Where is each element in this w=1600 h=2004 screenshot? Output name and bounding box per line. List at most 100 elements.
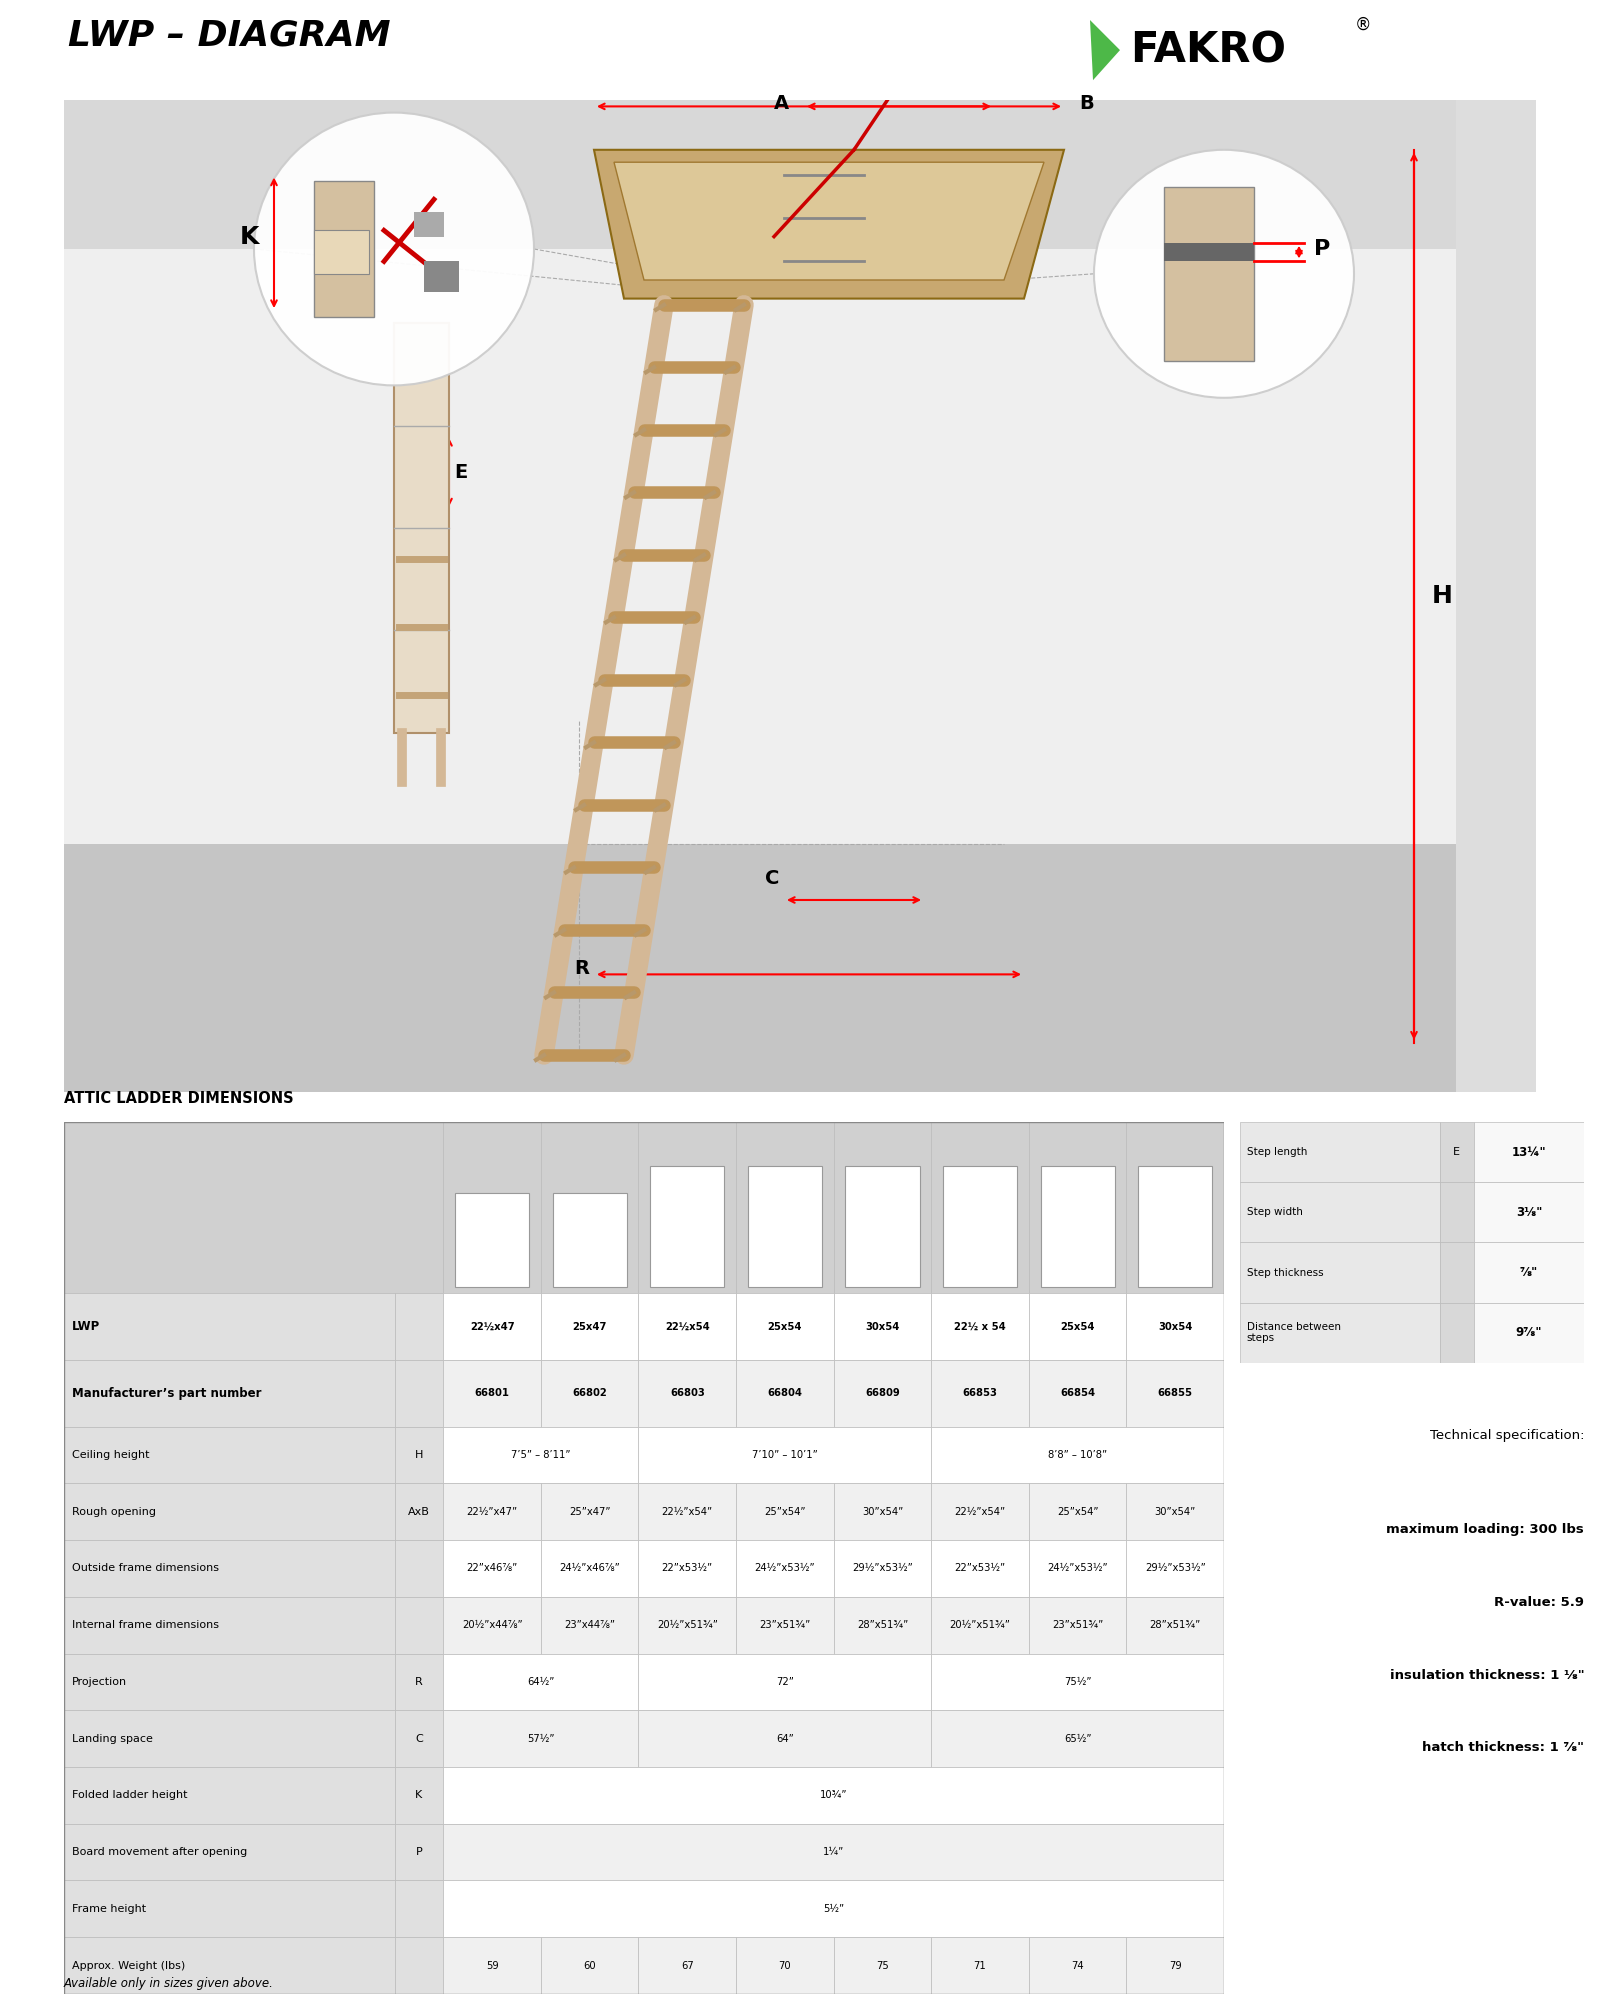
Bar bbox=[541, 1293, 638, 1361]
Bar bbox=[638, 1653, 931, 1709]
Text: 60: 60 bbox=[584, 1960, 597, 1970]
Text: insulation thickness: 1 ⅛": insulation thickness: 1 ⅛" bbox=[1389, 1669, 1584, 1681]
Text: C: C bbox=[765, 868, 779, 888]
Bar bbox=[1240, 1182, 1440, 1242]
Bar bbox=[64, 1427, 395, 1483]
Text: 22”x46⅞”: 22”x46⅞” bbox=[467, 1563, 518, 1573]
Bar bbox=[64, 1768, 395, 1824]
Text: Ceiling height: Ceiling height bbox=[72, 1449, 150, 1459]
Text: 7’10” – 10’1”: 7’10” – 10’1” bbox=[752, 1449, 818, 1459]
Bar bbox=[443, 1709, 638, 1768]
Bar bbox=[395, 1653, 443, 1709]
Text: ®: ® bbox=[1355, 16, 1371, 34]
Text: P: P bbox=[1314, 238, 1330, 259]
Text: 22½ x 54: 22½ x 54 bbox=[954, 1323, 1006, 1333]
Text: 20½”x51¾”: 20½”x51¾” bbox=[950, 1619, 1011, 1629]
Bar bbox=[638, 1483, 736, 1539]
Text: 13¼": 13¼" bbox=[1512, 1146, 1546, 1158]
Bar bbox=[1029, 1293, 1126, 1361]
Text: Manufacturer’s part number: Manufacturer’s part number bbox=[72, 1387, 262, 1399]
Text: 30”x54”: 30”x54” bbox=[1155, 1507, 1195, 1517]
Text: 22”x53½”: 22”x53½” bbox=[955, 1563, 1006, 1573]
Bar bbox=[1165, 242, 1254, 261]
Text: 8’8” – 10’8”: 8’8” – 10’8” bbox=[1048, 1449, 1107, 1459]
Bar bbox=[64, 1539, 395, 1597]
Text: K: K bbox=[240, 224, 259, 248]
Text: 66804: 66804 bbox=[768, 1389, 802, 1399]
Bar bbox=[64, 1653, 395, 1709]
Text: LWP: LWP bbox=[72, 1321, 101, 1333]
Bar bbox=[314, 180, 374, 317]
Text: ATTIC LADDER DIMENSIONS: ATTIC LADDER DIMENSIONS bbox=[64, 1090, 294, 1106]
Text: 24½”x53½”: 24½”x53½” bbox=[755, 1563, 814, 1573]
Text: 23”x51¾”: 23”x51¾” bbox=[760, 1619, 811, 1629]
Bar bbox=[64, 1293, 395, 1361]
Text: 74: 74 bbox=[1072, 1960, 1083, 1970]
Bar bbox=[1029, 1361, 1126, 1427]
Text: 66803: 66803 bbox=[670, 1389, 704, 1399]
Text: maximum loading: 300 lbs: maximum loading: 300 lbs bbox=[1387, 1523, 1584, 1535]
Bar bbox=[395, 1361, 443, 1427]
Text: R-value: 5.9: R-value: 5.9 bbox=[1494, 1595, 1584, 1609]
Bar bbox=[638, 1361, 736, 1427]
Text: 71: 71 bbox=[974, 1960, 987, 1970]
Bar bbox=[736, 1122, 834, 1293]
Text: R: R bbox=[414, 1677, 422, 1687]
Polygon shape bbox=[594, 150, 1064, 299]
Text: C: C bbox=[414, 1733, 422, 1743]
Bar bbox=[443, 1483, 541, 1539]
Text: 25”x54”: 25”x54” bbox=[765, 1507, 806, 1517]
Text: Step width: Step width bbox=[1246, 1208, 1302, 1216]
Bar bbox=[1126, 1122, 1224, 1293]
Text: 24½”x53½”: 24½”x53½” bbox=[1048, 1563, 1107, 1573]
Text: 23”x44⅞”: 23”x44⅞” bbox=[565, 1619, 614, 1629]
Polygon shape bbox=[64, 100, 1536, 844]
Bar bbox=[736, 1483, 834, 1539]
Bar bbox=[443, 1597, 541, 1653]
Bar bbox=[834, 1122, 931, 1293]
Text: 10¾”: 10¾” bbox=[819, 1790, 848, 1800]
Bar bbox=[736, 1597, 834, 1653]
Bar bbox=[314, 230, 370, 275]
Bar bbox=[1474, 1242, 1584, 1303]
Bar bbox=[443, 1653, 638, 1709]
Bar bbox=[736, 1938, 834, 1994]
Bar bbox=[1029, 1539, 1126, 1597]
Text: 66854: 66854 bbox=[1061, 1389, 1094, 1399]
Bar bbox=[1126, 1597, 1224, 1653]
Text: ⅞": ⅞" bbox=[1520, 1267, 1538, 1279]
Text: 5½”: 5½” bbox=[822, 1904, 845, 1914]
Polygon shape bbox=[1090, 20, 1120, 80]
Text: B: B bbox=[1078, 94, 1094, 114]
Text: 1¼”: 1¼” bbox=[822, 1848, 845, 1858]
Bar bbox=[1029, 1597, 1126, 1653]
Text: Landing space: Landing space bbox=[72, 1733, 154, 1743]
Text: Step length: Step length bbox=[1246, 1148, 1307, 1156]
Bar bbox=[931, 1597, 1029, 1653]
Bar bbox=[942, 1166, 1018, 1287]
Bar bbox=[638, 1709, 931, 1768]
Text: hatch thickness: 1 ⅞": hatch thickness: 1 ⅞" bbox=[1422, 1741, 1584, 1754]
Text: 75½”: 75½” bbox=[1064, 1677, 1091, 1687]
Bar bbox=[931, 1709, 1224, 1768]
Bar bbox=[1240, 1303, 1440, 1363]
Bar bbox=[747, 1166, 822, 1287]
Bar bbox=[395, 1293, 443, 1361]
Bar bbox=[834, 1361, 931, 1427]
Bar bbox=[443, 1122, 541, 1293]
Bar bbox=[650, 1166, 725, 1287]
Text: 30x54: 30x54 bbox=[1158, 1323, 1192, 1333]
Bar bbox=[443, 1938, 541, 1994]
Text: AxB: AxB bbox=[408, 1507, 430, 1517]
Text: 30”x54”: 30”x54” bbox=[862, 1507, 902, 1517]
Bar bbox=[1474, 1122, 1584, 1182]
Bar bbox=[638, 1597, 736, 1653]
Polygon shape bbox=[64, 100, 1536, 248]
Bar bbox=[394, 323, 450, 733]
Text: Board movement after opening: Board movement after opening bbox=[72, 1848, 248, 1858]
Text: Approx. Weight (lbs): Approx. Weight (lbs) bbox=[72, 1960, 186, 1970]
Text: A: A bbox=[774, 94, 789, 114]
Text: 25”x47”: 25”x47” bbox=[570, 1507, 611, 1517]
Polygon shape bbox=[1456, 100, 1536, 1092]
Bar bbox=[395, 1483, 443, 1539]
